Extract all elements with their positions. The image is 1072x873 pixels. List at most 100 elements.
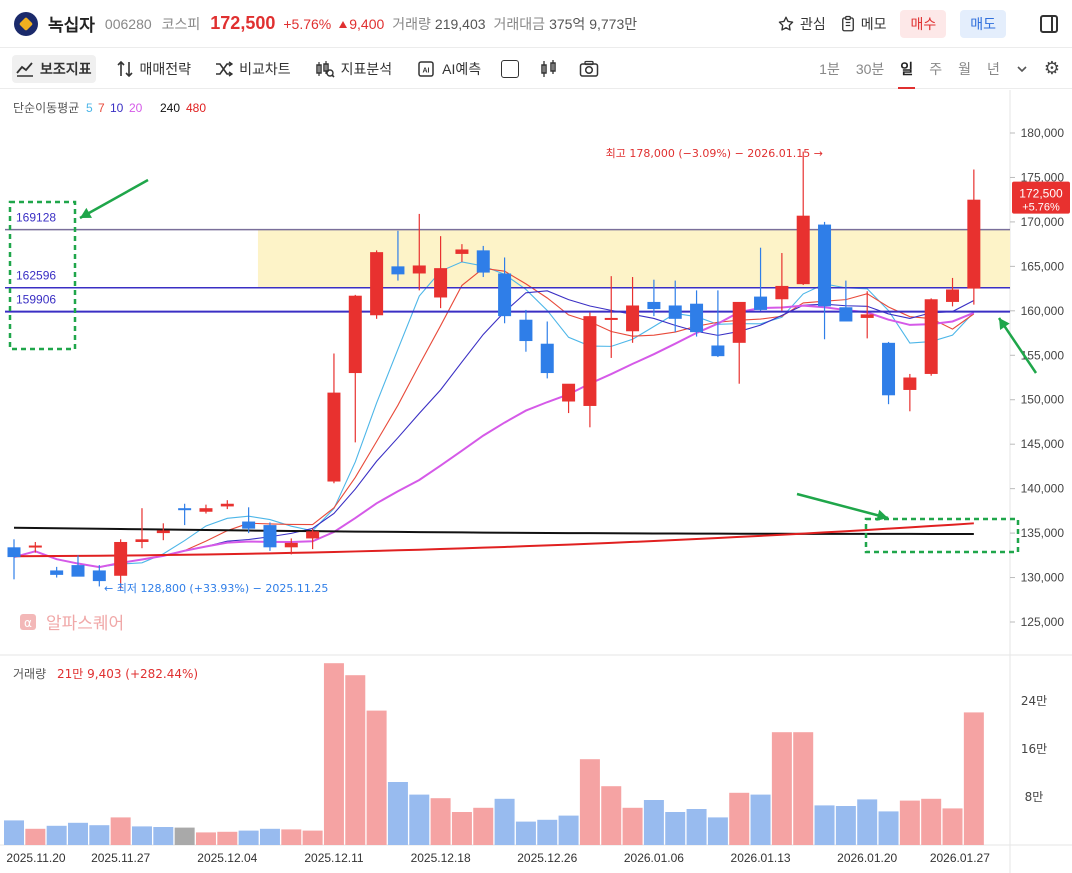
volume-bar	[558, 815, 579, 845]
indicator-tool[interactable]: 보조지표	[12, 54, 96, 83]
volume-bar	[195, 832, 216, 845]
volume-bar	[579, 759, 600, 845]
camera-icon[interactable]	[579, 60, 599, 78]
candle-body	[775, 285, 789, 300]
candle-body	[519, 319, 533, 342]
volume-label: 거래량	[13, 667, 46, 681]
green-arrow	[79, 178, 149, 220]
buy-button[interactable]: 매수	[900, 9, 947, 38]
candle-body	[711, 345, 725, 357]
period-week[interactable]: 주	[929, 60, 943, 77]
volume-bar	[665, 812, 686, 845]
candle-body	[28, 545, 42, 548]
volume-bar	[409, 794, 430, 845]
x-tick-label: 2025.12.04	[197, 851, 257, 865]
company-logo-icon	[14, 11, 38, 36]
ai-tool[interactable]: AI AI예측	[412, 55, 485, 83]
strategy-tool[interactable]: 매매전략	[112, 55, 196, 83]
volume-bar	[729, 792, 750, 845]
volume-bar	[942, 808, 963, 845]
candle-body	[348, 295, 362, 374]
candle-type-icon[interactable]	[539, 59, 559, 79]
analysis-tool[interactable]: 지표분석	[311, 55, 397, 83]
volume-bar	[238, 830, 259, 845]
compare-label: 비교차트	[239, 60, 291, 77]
volume-bar	[302, 830, 323, 845]
candle-body	[434, 268, 448, 298]
square-icon[interactable]	[501, 59, 520, 78]
candle-body	[647, 301, 661, 310]
volume-bar	[89, 825, 110, 845]
volume-bar	[537, 819, 558, 845]
x-tick-label: 2026.01.20	[837, 851, 897, 865]
period-30min[interactable]: 30분	[855, 60, 885, 77]
volume-value: 219,403	[434, 15, 486, 32]
price-chart[interactable]: 180,000 175,000 170,000 165,000 160,000 155,0…	[0, 90, 1072, 873]
period-month[interactable]: 월	[958, 60, 971, 77]
candle-body	[562, 383, 576, 402]
memo-button[interactable]: 메모	[840, 14, 886, 34]
volume-bar	[46, 825, 67, 845]
candle-analysis-icon	[315, 60, 335, 78]
green-arrow-head	[999, 318, 1010, 330]
indicator-label: 보조지표	[40, 60, 92, 77]
volume-bar	[217, 831, 238, 845]
ma-legend-10: 10	[110, 101, 124, 115]
high-annotation: 최고 178,000 (−3.09%) − 2026.01.15 →	[606, 147, 823, 160]
period-selector: 1분 30분 일 주 월 년	[819, 59, 1028, 89]
y-tick-label: 175,000	[1021, 170, 1065, 184]
candle-body	[924, 299, 938, 374]
volume-bar	[473, 807, 494, 845]
y-tick-label: 180,000	[1021, 126, 1065, 140]
candle-body	[71, 565, 85, 577]
trade-value: 375억 9,773만	[549, 15, 638, 32]
sell-button[interactable]: 매도	[960, 9, 1006, 38]
candle-body	[946, 289, 960, 302]
candle-body	[882, 342, 896, 396]
candle-body	[284, 542, 298, 548]
volume-bar	[835, 806, 856, 845]
period-year[interactable]: 년	[986, 60, 1000, 77]
candle-body	[796, 215, 810, 285]
y-tick-label: 150,000	[1021, 393, 1065, 407]
volume-bar	[67, 822, 88, 845]
shuffle-icon	[216, 60, 234, 77]
y-tick-label: 155,000	[1021, 348, 1065, 362]
volume-bar	[921, 798, 942, 845]
volume-bar	[899, 800, 920, 845]
green-arrow-head	[876, 509, 888, 521]
candle-body	[732, 301, 746, 343]
alphasquare-logo-icon	[20, 614, 36, 630]
volume-bar	[686, 809, 707, 845]
x-tick-label: 2026.01.06	[624, 851, 684, 865]
chevron-down-icon[interactable]	[1016, 63, 1028, 75]
candle-body	[178, 508, 192, 511]
gear-icon[interactable]: ⚙	[1043, 58, 1060, 79]
volume-bar	[515, 821, 536, 845]
volume-bar	[451, 812, 472, 845]
dashed-highlight-box	[864, 517, 1020, 554]
candle-body	[903, 377, 917, 390]
period-day[interactable]: 일	[898, 60, 916, 89]
dashed-highlight-box	[8, 200, 77, 351]
x-tick-label: 2026.01.27	[930, 851, 990, 865]
candle-body	[860, 314, 874, 318]
side-panel-icon[interactable]	[1040, 14, 1058, 33]
candle-body	[476, 250, 490, 273]
y-tick-label: 130,000	[1021, 571, 1065, 585]
watch-button[interactable]: 관심	[777, 14, 826, 34]
ma-legend-5: 5	[86, 101, 93, 115]
green-arrow	[997, 317, 1038, 374]
volume-bar	[345, 675, 366, 845]
candle-body	[7, 547, 21, 558]
candle-body	[263, 525, 277, 548]
volume-label: 거래량	[392, 15, 431, 32]
candle-body	[370, 252, 384, 316]
x-tick-label: 2025.12.26	[517, 851, 577, 865]
y-tick-label: 140,000	[1021, 482, 1065, 496]
green-arrow	[796, 492, 889, 520]
volume-bar	[110, 817, 131, 845]
candle-body	[412, 265, 426, 274]
period-1min[interactable]: 1분	[819, 60, 840, 77]
compare-tool[interactable]: 비교차트	[211, 55, 295, 83]
